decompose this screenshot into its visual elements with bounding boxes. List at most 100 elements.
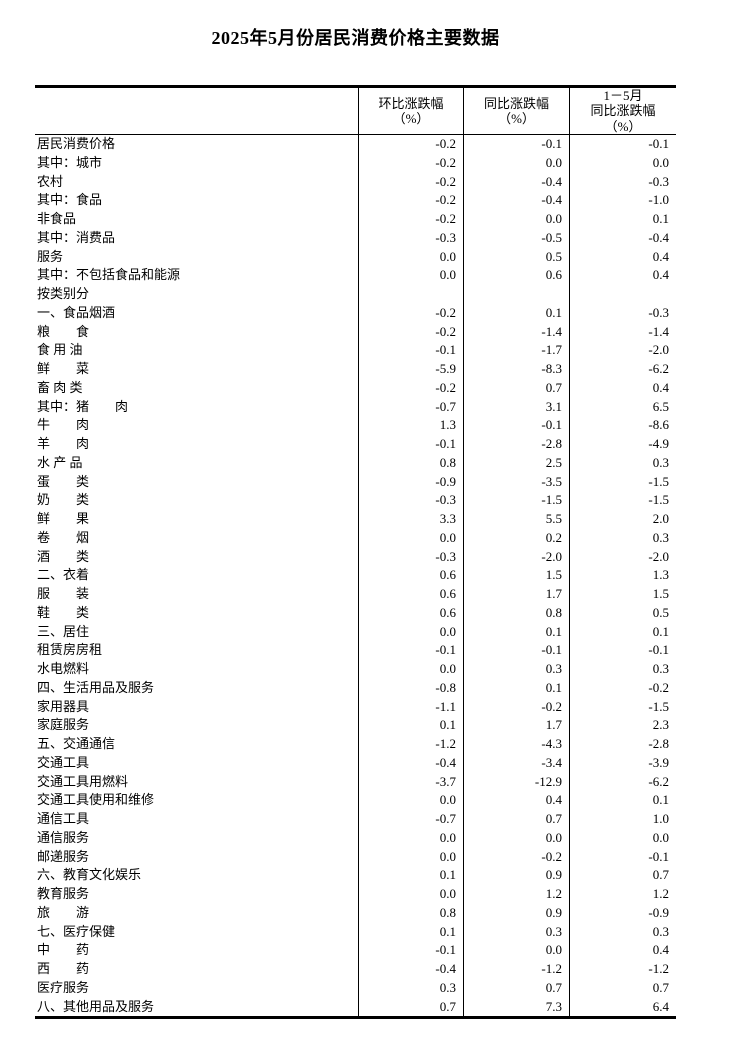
yoy-value: 0.0 — [464, 210, 570, 229]
table-row: 五、交通通信 -1.2 -4.3 -2.8 — [35, 735, 676, 754]
cumulative-value: 0.4 — [652, 942, 669, 958]
cumulative-value: 6.4 — [652, 998, 669, 1014]
cumulative-value: -1.2 — [648, 961, 669, 976]
cumulative-value: 0.7 — [652, 867, 669, 883]
cumulative-value: -0.1 — [648, 136, 669, 151]
yoy-value: 0.4 — [464, 791, 570, 810]
header-cum-line3: （%） — [604, 118, 642, 134]
table-row: 畜 肉 类 -0.2 0.7 0.4 — [35, 378, 676, 398]
cumulative-value: 0.7 — [652, 979, 669, 995]
table-row: 中 药 -0.1 0.0 0.4 — [35, 941, 676, 960]
table-row: 交通工具用燃料 -3.7 -12.9 -6.2 — [35, 772, 676, 792]
table-row: 通信服务 0.0 0.0 0.0 — [35, 828, 676, 848]
cpi-data-table: 环比涨跌幅 （%） 同比涨跌幅 （%） 1－5月 同比涨跌幅 （%） 居民消费价… — [35, 85, 676, 1020]
row-label: 其中：城市 — [35, 153, 359, 173]
header-mom-line2: （%） — [392, 111, 430, 126]
row-label: 二、衣着 — [35, 566, 359, 585]
mom-value: -0.8 — [359, 678, 464, 698]
mom-value: -0.1 — [359, 641, 464, 660]
table-row: 食 用 油 -0.1 -1.7 -2.0 — [35, 341, 676, 360]
mom-value — [359, 285, 464, 304]
row-label: 水电燃料 — [35, 660, 359, 679]
page-title: 2025年5月份居民消费价格主要数据 — [211, 28, 500, 48]
table-row: 服务 0.0 0.5 0.4 — [35, 247, 676, 267]
table-row: 八、其他用品及服务 0.7 7.3 6.4 — [35, 997, 676, 1017]
row-label: 居民消费价格 — [35, 135, 359, 154]
mom-value: -0.1 — [359, 341, 464, 360]
mom-value: -5.9 — [359, 360, 464, 379]
table-row: 牛 肉 1.3 -0.1 -8.6 — [35, 416, 676, 435]
cumulative-value: 1.5 — [652, 586, 669, 601]
yoy-value: 0.0 — [464, 828, 570, 848]
cumulative-value: 0.4 — [652, 248, 669, 264]
mom-value: 0.6 — [359, 566, 464, 585]
table-row: 交通工具 -0.4 -3.4 -3.9 — [35, 753, 676, 773]
cumulative-value: -0.1 — [648, 642, 669, 658]
mom-value: 3.3 — [359, 510, 464, 529]
yoy-value: -2.8 — [464, 435, 570, 454]
table-row: 三、居住 0.0 0.1 0.1 — [35, 622, 676, 642]
row-label: 交通工具 — [35, 753, 359, 773]
header-yoy-change: 同比涨跌幅 （%） — [464, 88, 570, 134]
mom-value: 0.8 — [359, 903, 464, 923]
cumulative-value: 0.1 — [652, 792, 669, 808]
row-label: 其中：消费品 — [35, 228, 359, 248]
yoy-value: -8.3 — [464, 360, 570, 379]
mom-value: -1.1 — [359, 697, 464, 717]
cumulative-value: -0.4 — [648, 229, 669, 245]
mom-value: -0.2 — [359, 153, 464, 173]
yoy-value: -4.3 — [464, 735, 570, 754]
yoy-value: -0.1 — [464, 641, 570, 660]
cumulative-value: 0.1 — [652, 623, 669, 639]
row-label: 服 装 — [35, 585, 359, 604]
table-row: 旅 游 0.8 0.9 -0.9 — [35, 903, 676, 923]
row-label: 旅 游 — [35, 903, 359, 923]
cumulative-value: 2.3 — [652, 717, 669, 733]
yoy-value: 0.7 — [464, 378, 570, 398]
row-label: 卷 烟 — [35, 528, 359, 548]
mom-value: 0.0 — [359, 622, 464, 642]
yoy-value: 0.1 — [464, 303, 570, 323]
row-label: 粮 食 — [35, 322, 359, 342]
mom-value: -0.1 — [359, 941, 464, 960]
yoy-value: -1.7 — [464, 341, 570, 360]
yoy-value: -0.1 — [464, 416, 570, 435]
row-label: 蛋 类 — [35, 472, 359, 492]
cumulative-value: -0.3 — [648, 173, 669, 189]
yoy-value: 0.0 — [464, 153, 570, 173]
row-label: 畜 肉 类 — [35, 378, 359, 398]
row-label: 食 用 油 — [35, 341, 359, 360]
cumulative-value: 0.5 — [652, 604, 669, 620]
mom-value: 0.0 — [359, 247, 464, 267]
mom-value: -0.2 — [359, 303, 464, 323]
yoy-value: -0.4 — [464, 172, 570, 192]
yoy-value: 3.1 — [464, 397, 570, 417]
mom-value: -0.9 — [359, 472, 464, 492]
row-label: 三、居住 — [35, 622, 359, 642]
row-label: 四、生活用品及服务 — [35, 678, 359, 698]
yoy-value: 1.5 — [464, 566, 570, 585]
table-row: 交通工具使用和维修 0.0 0.4 0.1 — [35, 791, 676, 810]
cumulative-value: 0.3 — [652, 923, 669, 939]
yoy-value: 0.5 — [464, 247, 570, 267]
yoy-value: -0.5 — [464, 228, 570, 248]
yoy-value: 7.3 — [464, 997, 570, 1017]
table-row: 家用器具 -1.1 -0.2 -1.5 — [35, 697, 676, 717]
yoy-value: 0.9 — [464, 903, 570, 923]
yoy-value: -3.4 — [464, 753, 570, 773]
table-row: 奶 类 -0.3 -1.5 -1.5 — [35, 491, 676, 510]
yoy-value: 0.1 — [464, 622, 570, 642]
cumulative-value: 0.1 — [652, 211, 669, 226]
cumulative-value: -2.0 — [648, 342, 669, 358]
row-label: 租赁房房租 — [35, 641, 359, 660]
yoy-value: 0.3 — [464, 660, 570, 679]
table-header-row: 环比涨跌幅 （%） 同比涨跌幅 （%） 1－5月 同比涨跌幅 （%） — [35, 88, 676, 135]
row-label: 水 产 品 — [35, 453, 359, 473]
table-row: 水电燃料 0.0 0.3 0.3 — [35, 660, 676, 679]
yoy-value: -0.1 — [464, 135, 570, 154]
yoy-value: 0.8 — [464, 603, 570, 623]
yoy-value: 1.7 — [464, 585, 570, 604]
row-label: 其中：食品 — [35, 191, 359, 210]
row-label: 按类别分 — [35, 285, 359, 304]
